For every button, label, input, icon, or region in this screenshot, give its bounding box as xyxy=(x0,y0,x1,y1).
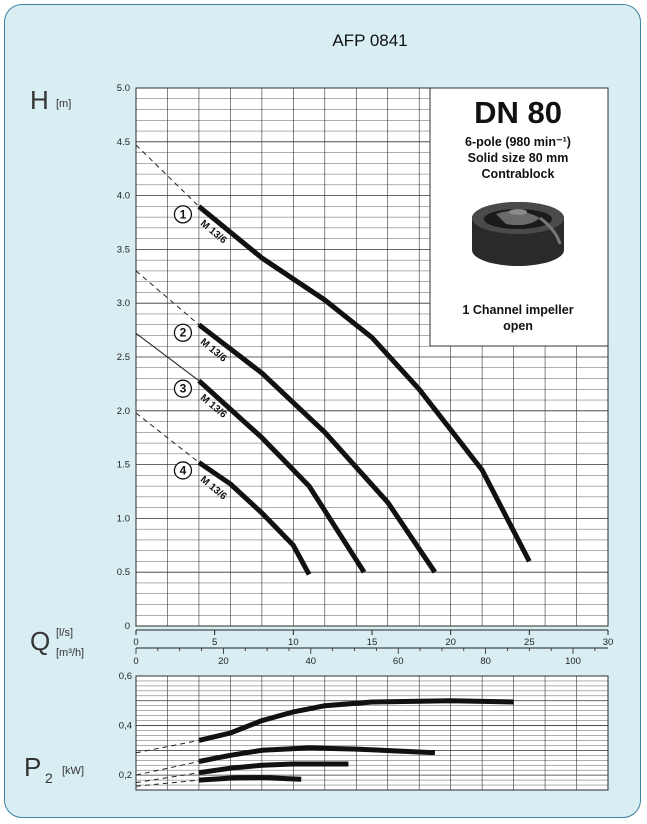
q-tick-label-m3h: 20 xyxy=(218,656,229,667)
q-tick-label-ls: 0 xyxy=(133,637,138,648)
curve-number-label: 4 xyxy=(180,463,187,477)
h-y-tick-label: 1.5 xyxy=(117,460,130,471)
q-tick-label-ls: 25 xyxy=(524,637,535,648)
h-y-tick-label: 2.5 xyxy=(117,352,130,363)
h-axis-symbol: H xyxy=(30,85,49,115)
p-curve-3 xyxy=(198,761,349,776)
q-axes: 0 5 10 15 20 25 30 0 20 40 60 80 100 xyxy=(133,629,614,667)
curve-number-badge xyxy=(173,205,193,224)
chart-title: AFP 0841 xyxy=(332,31,407,50)
info-line-1: 6-pole (980 min⁻¹) xyxy=(465,135,571,149)
h-y-tick-label: 2.0 xyxy=(117,406,130,417)
info-line-2: Solid size 80 mm xyxy=(468,151,569,165)
h-curve-extension-1 xyxy=(135,144,200,207)
q-axis-unit-ls: [l/s] xyxy=(56,627,73,639)
info-caption-1: 1 Channel impeller xyxy=(462,303,573,317)
q-tick-label-m3h: 40 xyxy=(306,656,317,667)
p-curve-extension-4 xyxy=(135,779,199,787)
h-curve-2 xyxy=(197,322,437,574)
h-curve-4 xyxy=(197,460,312,576)
q-tick-label-ls: 5 xyxy=(212,637,217,648)
info-line-3: Contrablock xyxy=(482,167,555,181)
h-curve-1 xyxy=(197,204,532,563)
curve-number-badge xyxy=(173,379,193,398)
p-curve-extension-2 xyxy=(135,761,200,776)
p-curve-2 xyxy=(198,745,436,764)
q-axis-unit-m3h: [m³/h] xyxy=(56,647,84,659)
q-tick-label-m3h: 100 xyxy=(565,656,581,667)
p-curve-extension-1 xyxy=(135,739,199,754)
q-tick-label-ls: 20 xyxy=(445,637,456,648)
h-chart-ticks: 0 0.5 1.0 1.5 2.0 2.5 3.0 3.5 4.0 4.5 5.0 xyxy=(117,83,130,632)
p-chart-curves xyxy=(135,698,514,787)
p-curve-extension-3 xyxy=(135,772,199,784)
h-y-tick-label: 3.5 xyxy=(117,244,130,255)
q-tick-label-ls: 10 xyxy=(288,637,299,648)
h-curve-extension-2 xyxy=(135,270,200,326)
q-tick-label-m3h: 0 xyxy=(133,656,138,667)
q-tick-label-ls: 15 xyxy=(367,637,378,648)
info-box: DN 80 6-pole (980 min⁻¹) Solid size 80 m… xyxy=(429,87,609,347)
p-axis-unit: [kW] xyxy=(62,765,84,777)
channel-impeller-image xyxy=(472,202,564,266)
h-curve-extension-3 xyxy=(135,332,200,382)
h-y-tick-label: 1.0 xyxy=(117,513,130,524)
info-caption-2: open xyxy=(503,319,533,333)
h-axis-unit: [m] xyxy=(56,98,71,110)
h-y-tick-label: 0.5 xyxy=(117,567,130,578)
curve-number-label: 2 xyxy=(180,326,187,340)
q-axis-symbol: Q xyxy=(30,626,50,656)
h-y-tick-label: 4.0 xyxy=(117,191,130,202)
p-y-tick-label: 0,2 xyxy=(119,770,132,781)
info-heading: DN 80 xyxy=(474,95,562,130)
q-tick-label-m3h: 60 xyxy=(393,656,404,667)
h-chart-curves: 1M 13/62M 13/63M 13/64M 13/6 xyxy=(135,144,532,576)
curve-number-badge xyxy=(173,461,193,480)
p-y-tick-label: 0,6 xyxy=(119,671,132,682)
h-y-tick-label: 0 xyxy=(125,621,130,632)
p-axis-symbol: P xyxy=(24,752,41,782)
curve-number-label: 1 xyxy=(180,207,187,221)
q-tick-label-m3h: 80 xyxy=(480,656,491,667)
h-curve-extension-4 xyxy=(135,412,200,463)
q-tick-label-ls: 30 xyxy=(603,637,614,648)
p-curve-1 xyxy=(198,698,514,743)
p-chart-ticks: 0,2 0,4 0,6 xyxy=(119,671,132,781)
p-axis-subscript: 2 xyxy=(45,770,53,786)
p-curve-4 xyxy=(198,775,302,783)
curve-number-badge xyxy=(173,323,193,342)
h-y-tick-label: 3.0 xyxy=(117,298,130,309)
h-curve-3 xyxy=(197,378,367,574)
h-y-tick-label: 5.0 xyxy=(117,83,130,94)
h-y-tick-label: 4.5 xyxy=(117,137,130,148)
curve-number-label: 3 xyxy=(180,382,187,396)
p-y-tick-label: 0,4 xyxy=(119,721,132,732)
